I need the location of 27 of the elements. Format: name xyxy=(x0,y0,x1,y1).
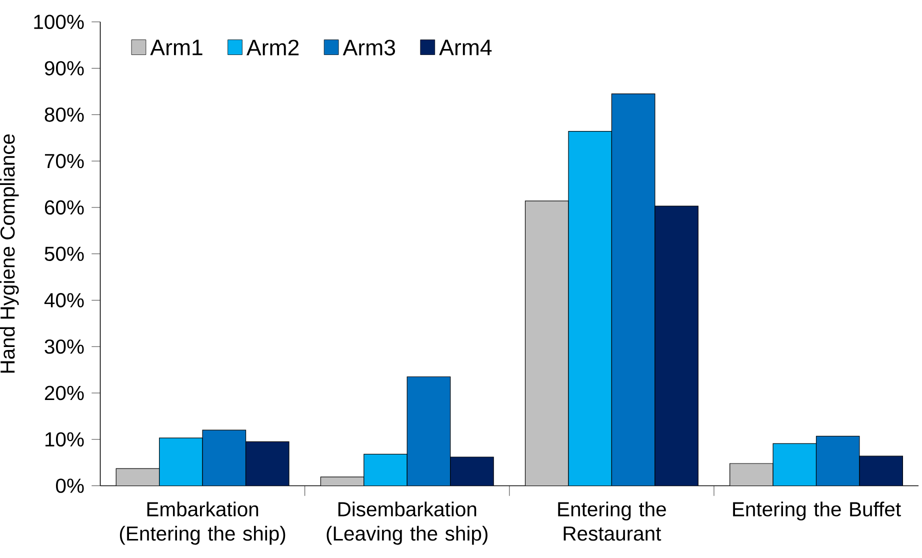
legend-label: Arm4 xyxy=(439,40,492,56)
y-tick-label: 70% xyxy=(44,154,84,168)
bar xyxy=(202,430,246,486)
y-tick-label: 80% xyxy=(44,108,84,122)
bar xyxy=(816,436,860,486)
y-tick-label: 0% xyxy=(56,478,84,494)
y-tick-label: 20% xyxy=(44,386,84,400)
x-tick-label: Entering the Restaurant xyxy=(558,502,666,541)
y-tick-label: 90% xyxy=(44,61,84,76)
x-tick-label: Embarkation (Entering the ship) xyxy=(120,502,286,545)
y-tick-label: 40% xyxy=(44,293,84,308)
y-axis-title: Hand Hygiene Compliance xyxy=(0,134,19,373)
bar xyxy=(611,94,656,486)
y-tick-label: 50% xyxy=(44,246,84,262)
y-tick-label: 30% xyxy=(44,340,84,354)
x-tick-label: Disembarkation (Leaving the ship) xyxy=(326,502,488,545)
bar xyxy=(730,463,774,486)
y-tick-label: 100% xyxy=(34,14,84,30)
y-tick-label: 60% xyxy=(44,200,84,215)
bar xyxy=(524,200,569,486)
legend-label: Arm1 xyxy=(150,40,202,56)
legend-label: Arm2 xyxy=(246,40,299,56)
y-tick-label: 10% xyxy=(45,432,84,447)
legend-label: Arm3 xyxy=(342,40,396,56)
x-tick-label: Entering the Buffet xyxy=(733,502,901,521)
bar xyxy=(406,376,451,486)
bar xyxy=(116,468,160,486)
